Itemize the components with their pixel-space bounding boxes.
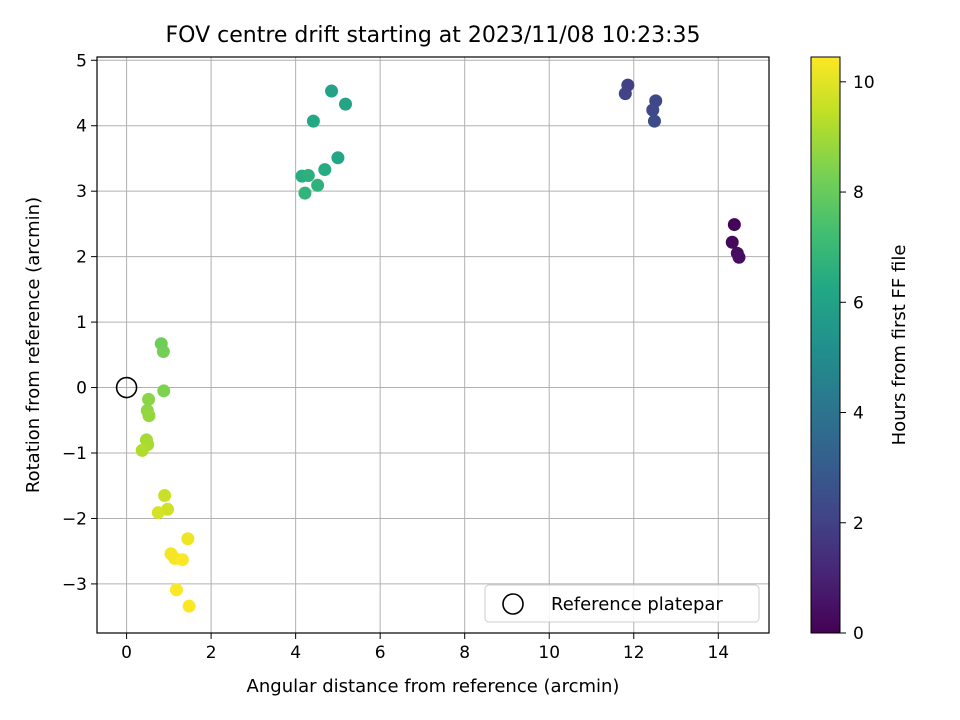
data-point (331, 151, 345, 165)
colorbar-tick-label: 6 (853, 293, 864, 313)
data-point (727, 218, 741, 232)
y-tick-label: 5 (76, 51, 87, 71)
data-point (301, 168, 315, 182)
y-tick-label: 1 (76, 313, 87, 333)
colorbar-ticks: 0 2 4 6 8 10 (840, 73, 875, 644)
data-point (318, 163, 332, 177)
data-point (646, 103, 660, 117)
y-tick-label: 0 (76, 379, 87, 399)
legend: Reference platepar (484, 584, 760, 623)
data-point (732, 250, 746, 264)
x-tick-label: 14 (707, 643, 729, 663)
data-point (306, 114, 320, 128)
data-point (339, 97, 353, 111)
x-tick-label: 4 (290, 643, 301, 663)
x-tick-label: 6 (375, 643, 386, 663)
reference-platepar-marker (115, 376, 138, 399)
x-tick-label: 12 (623, 643, 645, 663)
x-tick-label: 10 (538, 643, 560, 663)
colorbar-tick-label: 2 (853, 514, 864, 534)
data-point (647, 114, 661, 128)
data-point (175, 553, 189, 567)
data-point (135, 443, 149, 457)
colorbar-tick-label: 8 (853, 183, 864, 203)
x-tick-label: 8 (459, 643, 470, 663)
data-point (311, 178, 325, 192)
data-point (151, 506, 165, 520)
x-tick-label: 0 (121, 643, 132, 663)
legend-box (484, 584, 760, 623)
x-tick-label: 2 (206, 643, 217, 663)
y-tick-label: 4 (76, 117, 87, 137)
data-point (725, 235, 739, 249)
data-point (156, 345, 170, 359)
y-axis-label: Rotation from reference (arcmin) (23, 197, 44, 493)
colorbar-gradient (810, 56, 841, 634)
data-point (325, 84, 339, 98)
data-point (169, 583, 183, 597)
data-point (158, 489, 172, 503)
y-tick-label: 3 (76, 182, 87, 202)
colorbar-label: Hours from first FF file (889, 245, 910, 446)
legend-marker (502, 593, 524, 615)
grid-lines (97, 57, 769, 633)
y-tick-label: −2 (62, 509, 87, 529)
plot-frame (96, 56, 770, 634)
x-axis-ticks: 0 2 4 6 8 10 12 14 (121, 633, 729, 663)
scatter-points (135, 78, 746, 613)
y-tick-label: 2 (76, 248, 87, 268)
data-point (157, 384, 171, 398)
data-point (181, 532, 195, 546)
y-tick-label: −3 (62, 575, 87, 595)
colorbar-tick-label: 4 (853, 404, 864, 424)
y-axis-ticks: −3 −2 −1 0 1 2 3 4 5 (62, 51, 97, 595)
data-point (142, 409, 156, 423)
x-axis-label: Angular distance from reference (arcmin) (247, 676, 620, 697)
data-point (618, 87, 632, 101)
colorbar-tick-label: 10 (853, 73, 875, 93)
data-point (298, 186, 312, 200)
legend-label: Reference platepar (551, 594, 723, 615)
data-point (142, 392, 156, 406)
data-point (182, 599, 196, 613)
colorbar-tick-label: 0 (853, 624, 864, 644)
chart-title: FOV centre drift starting at 2023/11/08 … (166, 23, 701, 48)
colorbar: 0 2 4 6 8 10 Hours from first FF file (810, 56, 910, 644)
y-tick-label: −1 (62, 444, 87, 464)
